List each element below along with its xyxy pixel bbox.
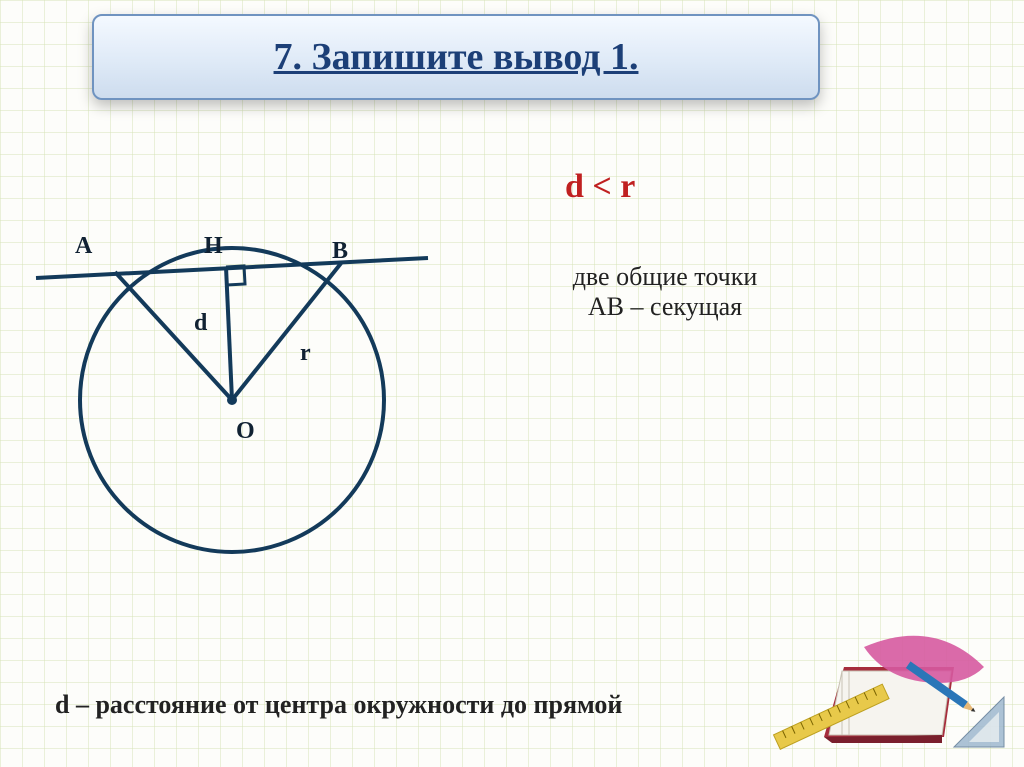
label-d: d	[194, 310, 207, 337]
caption-block: две общие точки АВ – секущая	[515, 262, 815, 322]
label-a: А	[75, 233, 92, 260]
slide-page: 7. Запишите вывод 1. d < r две общие точ…	[0, 0, 1024, 767]
label-b: В	[332, 238, 348, 265]
bottom-caption: d – расстояние от центра окружности до п…	[55, 690, 622, 720]
label-r: r	[300, 340, 311, 367]
label-o: O	[236, 418, 255, 445]
label-h: H	[204, 233, 223, 260]
desk-illustration	[754, 587, 1014, 767]
title-box: 7. Запишите вывод 1.	[92, 14, 820, 100]
formula: d < r	[565, 168, 635, 206]
caption-line1: две общие точки	[515, 262, 815, 292]
caption-line2: АВ – секущая	[515, 292, 815, 322]
title-text: 7. Запишите вывод 1.	[274, 35, 639, 79]
